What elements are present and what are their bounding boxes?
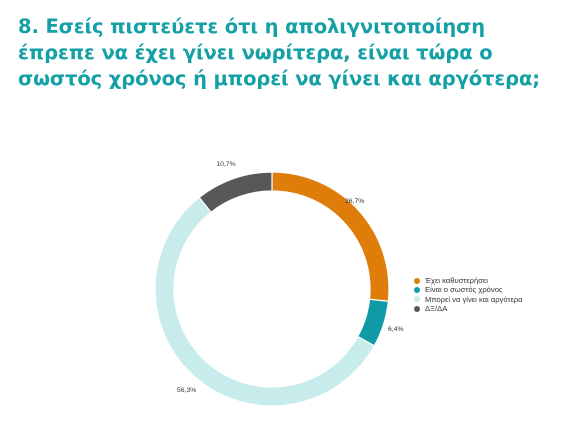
slice-value-label: 56,3% [177,387,196,394]
legend-item: ΔΞ/ΔΑ [414,304,523,313]
donut-slice [154,196,376,407]
legend-item: Έχει καθυστερήσει [414,276,523,285]
legend-swatch [414,305,420,312]
legend-label: Μπορεί να γίνει και αργότερα [425,294,523,304]
donut-slices [154,171,390,407]
legend-swatch [414,277,420,284]
legend-label: Είναι ο σωστός χρόνος [425,285,503,295]
chart-legend: Έχει καθυστερήσει Είναι ο σωστός χρόνος Μπ… [414,276,523,314]
legend-label: ΔΞ/ΔΑ [425,304,448,314]
legend-item: Μπορεί να γίνει και αργότερα [414,295,523,304]
slice-value-label: 10,7% [216,161,235,168]
slice-labels: 26,7% 6,4% 56,3% 10,7% [177,161,404,394]
legend-item: Είναι ο σωστός χρόνος [414,285,523,294]
legend-swatch [414,296,420,303]
legend-swatch [414,286,420,293]
donut-slice [271,171,390,302]
slice-value-label: 6,4% [388,326,404,333]
donut-slice [198,171,273,214]
slice-value-label: 26,7% [345,198,364,205]
chart-title: 8. Εσείς πιστεύετε ότι η απολιγνιτοποίησ… [18,15,541,90]
legend-label: Έχει καθυστερήσει [425,276,488,285]
